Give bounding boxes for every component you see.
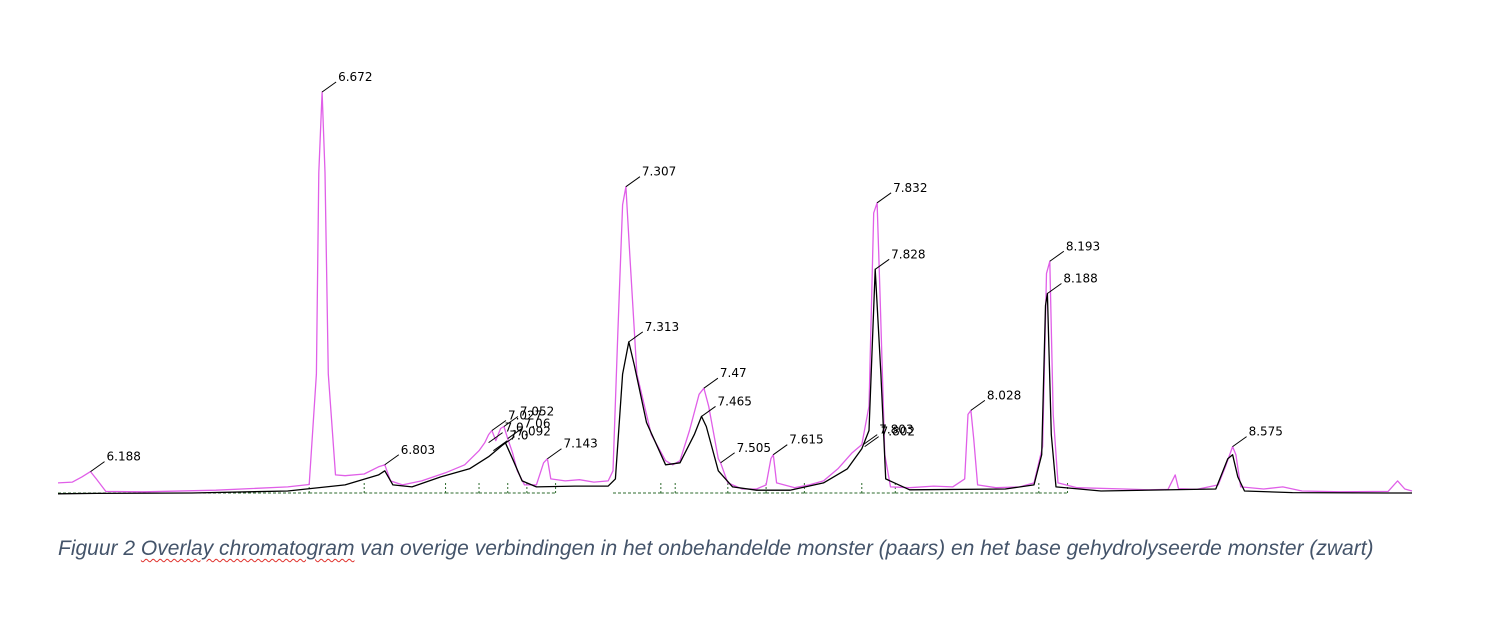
- peak-label: 7.832: [893, 181, 927, 195]
- peak-label: 7.027: [508, 409, 542, 423]
- peak-leader-line: [862, 434, 878, 446]
- peak-label: 8.028: [987, 388, 1021, 402]
- peak-leader-line: [864, 436, 879, 448]
- peak-leader-line: [701, 406, 716, 417]
- peak-label: 7.47: [720, 366, 747, 380]
- peak-label: 7.313: [645, 320, 679, 334]
- peak-leader-line: [488, 432, 503, 444]
- series-line-hydrolysed: [57, 268, 1412, 495]
- peak-label: 7.052: [520, 404, 554, 418]
- peak-label: 7.828: [891, 247, 925, 261]
- peak-leader-line: [772, 444, 788, 456]
- peak-leader-line: [625, 176, 641, 188]
- figure-caption: Figuur 2 Overlay chromatogram van overig…: [58, 533, 1458, 564]
- caption-spellchecked-term: Overlay chromatogram: [140, 537, 355, 560]
- peak-label: 7.615: [789, 433, 823, 447]
- caption-text: van overige verbindingen in het onbehand…: [354, 537, 1374, 560]
- peak-leader-line: [628, 331, 644, 343]
- peak-leader-line: [507, 428, 523, 439]
- peak-label: 7.505: [737, 441, 771, 455]
- peak-leader-line: [90, 461, 105, 473]
- peak-leader-line: [876, 192, 892, 204]
- peak-leader-line: [1232, 436, 1247, 448]
- peak-leader-line: [491, 420, 507, 431]
- peak-leader-line: [1049, 250, 1065, 262]
- peak-leader-line: [493, 440, 508, 452]
- peak-label: 7.307: [642, 165, 676, 179]
- peak-leader-line: [503, 416, 519, 427]
- peak-label: 8.188: [1063, 272, 1097, 286]
- peak-label: 7.0: [505, 421, 524, 435]
- peak-label: 6.188: [107, 450, 141, 464]
- peak-leader-line: [1047, 283, 1062, 294]
- peak-label: 7.143: [563, 437, 597, 451]
- peak-label: 6.803: [401, 443, 435, 457]
- peak-leader-line: [321, 81, 337, 93]
- peak-label: 7.465: [718, 394, 752, 408]
- caption-prefix: Figuur 2: [58, 537, 141, 560]
- peak-leader-line: [500, 436, 515, 448]
- peak-leader-line: [547, 448, 562, 460]
- peak-label: 6.672: [338, 70, 372, 84]
- peak-leader-line: [720, 452, 735, 464]
- peak-label: 8.193: [1066, 239, 1100, 253]
- series-line-untreated: [57, 91, 1413, 493]
- peak-label: 7.803: [879, 423, 913, 437]
- peak-label: 7.802: [881, 425, 915, 439]
- peak-leader-line: [970, 399, 986, 411]
- peak-label: 7.06: [524, 417, 551, 431]
- peak-label: 7.092: [517, 425, 551, 439]
- peak-label: 8.575: [1249, 425, 1283, 439]
- peak-leader-line: [384, 454, 400, 466]
- peak-leader-line: [874, 258, 890, 270]
- peak-leader-line: [703, 377, 719, 389]
- peak-label: 7.0: [509, 429, 528, 443]
